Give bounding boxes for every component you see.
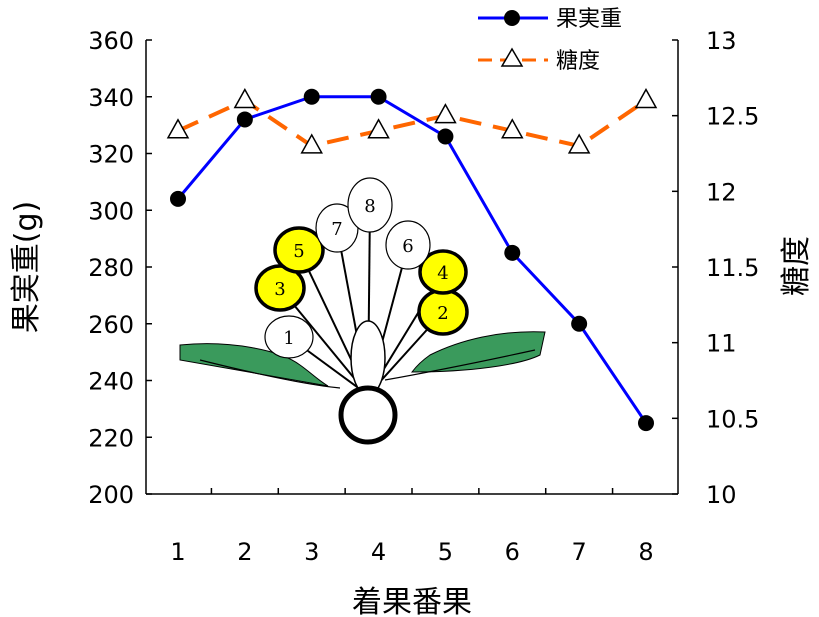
legend-item-sugar: 糖度: [478, 47, 600, 74]
legend-label-fruit-weight: 果実重: [556, 7, 622, 32]
left-tick-label: 300: [88, 197, 134, 225]
data-point-sugar: [434, 103, 457, 124]
fruit-5: [273, 226, 325, 274]
left-axis-title: 果実重(g): [9, 201, 44, 333]
left-tick-label: 260: [88, 311, 134, 339]
right-tick-label: 11: [706, 330, 737, 358]
fruit-number: 3: [274, 279, 285, 300]
fruit-number: 5: [293, 241, 304, 262]
x-tick-label: 4: [371, 538, 386, 566]
left-tick-label: 320: [88, 141, 134, 169]
x-tick-label: 1: [170, 538, 185, 566]
x-tick-label: 3: [304, 538, 319, 566]
fruit-cluster-illustration: 1 2 3 4 5 6 7 8: [179, 177, 546, 445]
data-point-sugar: [567, 133, 591, 154]
legend-label-sugar: 糖度: [556, 49, 600, 74]
leaf-left: [179, 343, 329, 387]
left-tick-label: 200: [88, 481, 134, 509]
fruit-8: [347, 177, 393, 233]
right-tick-label: 10: [706, 481, 737, 509]
legend: 果実重 糖度: [478, 7, 622, 74]
data-point-sugar: [300, 133, 323, 154]
stem-left: [199, 359, 341, 389]
right-tick-label: 13: [706, 27, 737, 55]
data-point-sugar: [634, 87, 658, 109]
x-tick-label: 7: [572, 538, 587, 566]
data-point-sugar: [233, 87, 257, 109]
fruit-6: [385, 220, 431, 270]
x-tick-label: 6: [505, 538, 520, 566]
data-point-fruit-weight: [170, 190, 186, 207]
data-point-sugar: [166, 118, 190, 139]
stem-right: [384, 349, 536, 381]
fruit-number: 6: [402, 236, 413, 257]
leaf-right: [410, 331, 546, 373]
right-tick-label: 11.5: [706, 254, 759, 282]
x-axis-title: 着果番果: [352, 585, 472, 617]
right-tick-label: 12.5: [706, 103, 759, 131]
data-point-fruit-weight: [504, 244, 521, 261]
left-tick-label: 220: [88, 424, 134, 452]
left-tick-label: 360: [88, 27, 134, 55]
right-axis-title: 糖度: [779, 236, 814, 296]
x-ticks: 1 2 3 4 5 6 7 8: [170, 488, 654, 566]
crown-circle: [338, 385, 398, 445]
data-point-fruit-weight: [638, 415, 654, 432]
left-tick-label: 340: [88, 84, 134, 112]
central-bud: [350, 320, 386, 396]
data-point-sugar: [501, 118, 524, 139]
fruit-number: 1: [283, 328, 294, 349]
data-point-fruit-weight: [571, 315, 588, 332]
series-layer: [166, 87, 658, 432]
x-tick-label: 8: [638, 538, 653, 566]
fruit-1: [264, 315, 314, 359]
left-tick-label: 240: [88, 368, 134, 396]
data-point-fruit-weight: [303, 88, 320, 105]
fruit-4: [418, 249, 468, 295]
data-point-sugar: [367, 118, 390, 139]
series-line-fruit-weight: [176, 95, 648, 424]
fruit-number: 4: [437, 263, 448, 284]
data-point-fruit-weight: [370, 88, 387, 105]
x-tick-label: 5: [438, 538, 453, 566]
data-point-fruit-weight: [437, 128, 454, 145]
x-tick-label: 2: [237, 538, 252, 566]
right-tick-label: 12: [706, 178, 737, 206]
data-point-fruit-weight: [236, 111, 253, 128]
fruit-number: 7: [331, 219, 342, 240]
legend-item-fruit-weight: 果実重: [478, 7, 622, 32]
left-tick-label: 280: [88, 254, 134, 282]
right-ticks: 10 10.5 11 11.5 12 12.5 13: [672, 27, 759, 509]
right-tick-label: 10.5: [706, 405, 759, 433]
fruit-number: 8: [364, 196, 375, 217]
fruit-number: 2: [437, 303, 448, 324]
left-ticks: 200 220 240 260 280 300 320 340 360: [88, 27, 152, 509]
